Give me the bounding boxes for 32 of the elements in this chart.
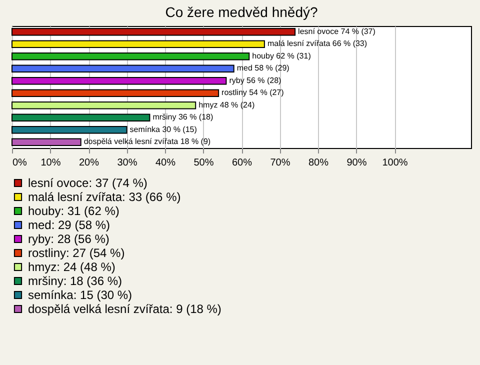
- data-label: malá lesní zvířata 66 % (33): [267, 39, 368, 48]
- x-tick-label: 10%: [40, 158, 61, 168]
- x-tick-label: 40%: [155, 158, 176, 168]
- legend-label: med: 29 (58 %): [28, 218, 110, 232]
- legend-label: dospělá velká lesní zvířata: 9 (18 %): [28, 302, 222, 316]
- data-label: ryby 56 % (28): [229, 76, 282, 85]
- legend-label: lesní ovoce: 37 (74 %): [28, 176, 148, 190]
- legend-label: hmyz: 24 (48 %): [28, 260, 116, 274]
- legend-label: rostliny: 27 (54 %): [28, 246, 125, 260]
- data-label: houby 62 % (31): [252, 51, 312, 60]
- x-tick-label: 80%: [308, 158, 329, 168]
- legend-label: ryby: 28 (56 %): [28, 232, 110, 246]
- legend-label: semínka: 15 (30 %): [28, 288, 132, 302]
- x-tick-label: 20%: [78, 158, 100, 168]
- x-tick-label: 90%: [346, 158, 367, 168]
- x-tick-label: 30%: [117, 158, 138, 168]
- data-label: semínka 30 % (15): [130, 124, 198, 134]
- chart-title: Co žere medvěd hnědý?: [165, 4, 318, 20]
- x-tick-label: 0%: [12, 158, 28, 168]
- legend-label: mršiny: 18 (36 %): [28, 274, 122, 288]
- data-label: hmyz 48 % (24): [198, 100, 255, 110]
- data-label: lesní ovoce 74 % (37): [298, 26, 376, 36]
- data-label: mršiny 36 % (18): [152, 112, 214, 122]
- x-tick-label: 100%: [382, 158, 408, 168]
- x-tick-label: 60%: [232, 158, 252, 168]
- x-tick-label: 70%: [270, 158, 290, 168]
- data-label: med 58 % (29): [236, 64, 290, 73]
- data-label: rostliny 54 % (27): [222, 88, 284, 98]
- legend-label: malá lesní zvířata: 33 (66 %): [28, 190, 181, 204]
- data-label: dospělá velká lesní zvířata 18 % (9): [84, 137, 211, 146]
- x-tick-label: 50%: [194, 158, 214, 168]
- legend-label: houby: 31 (62 %): [28, 204, 120, 218]
